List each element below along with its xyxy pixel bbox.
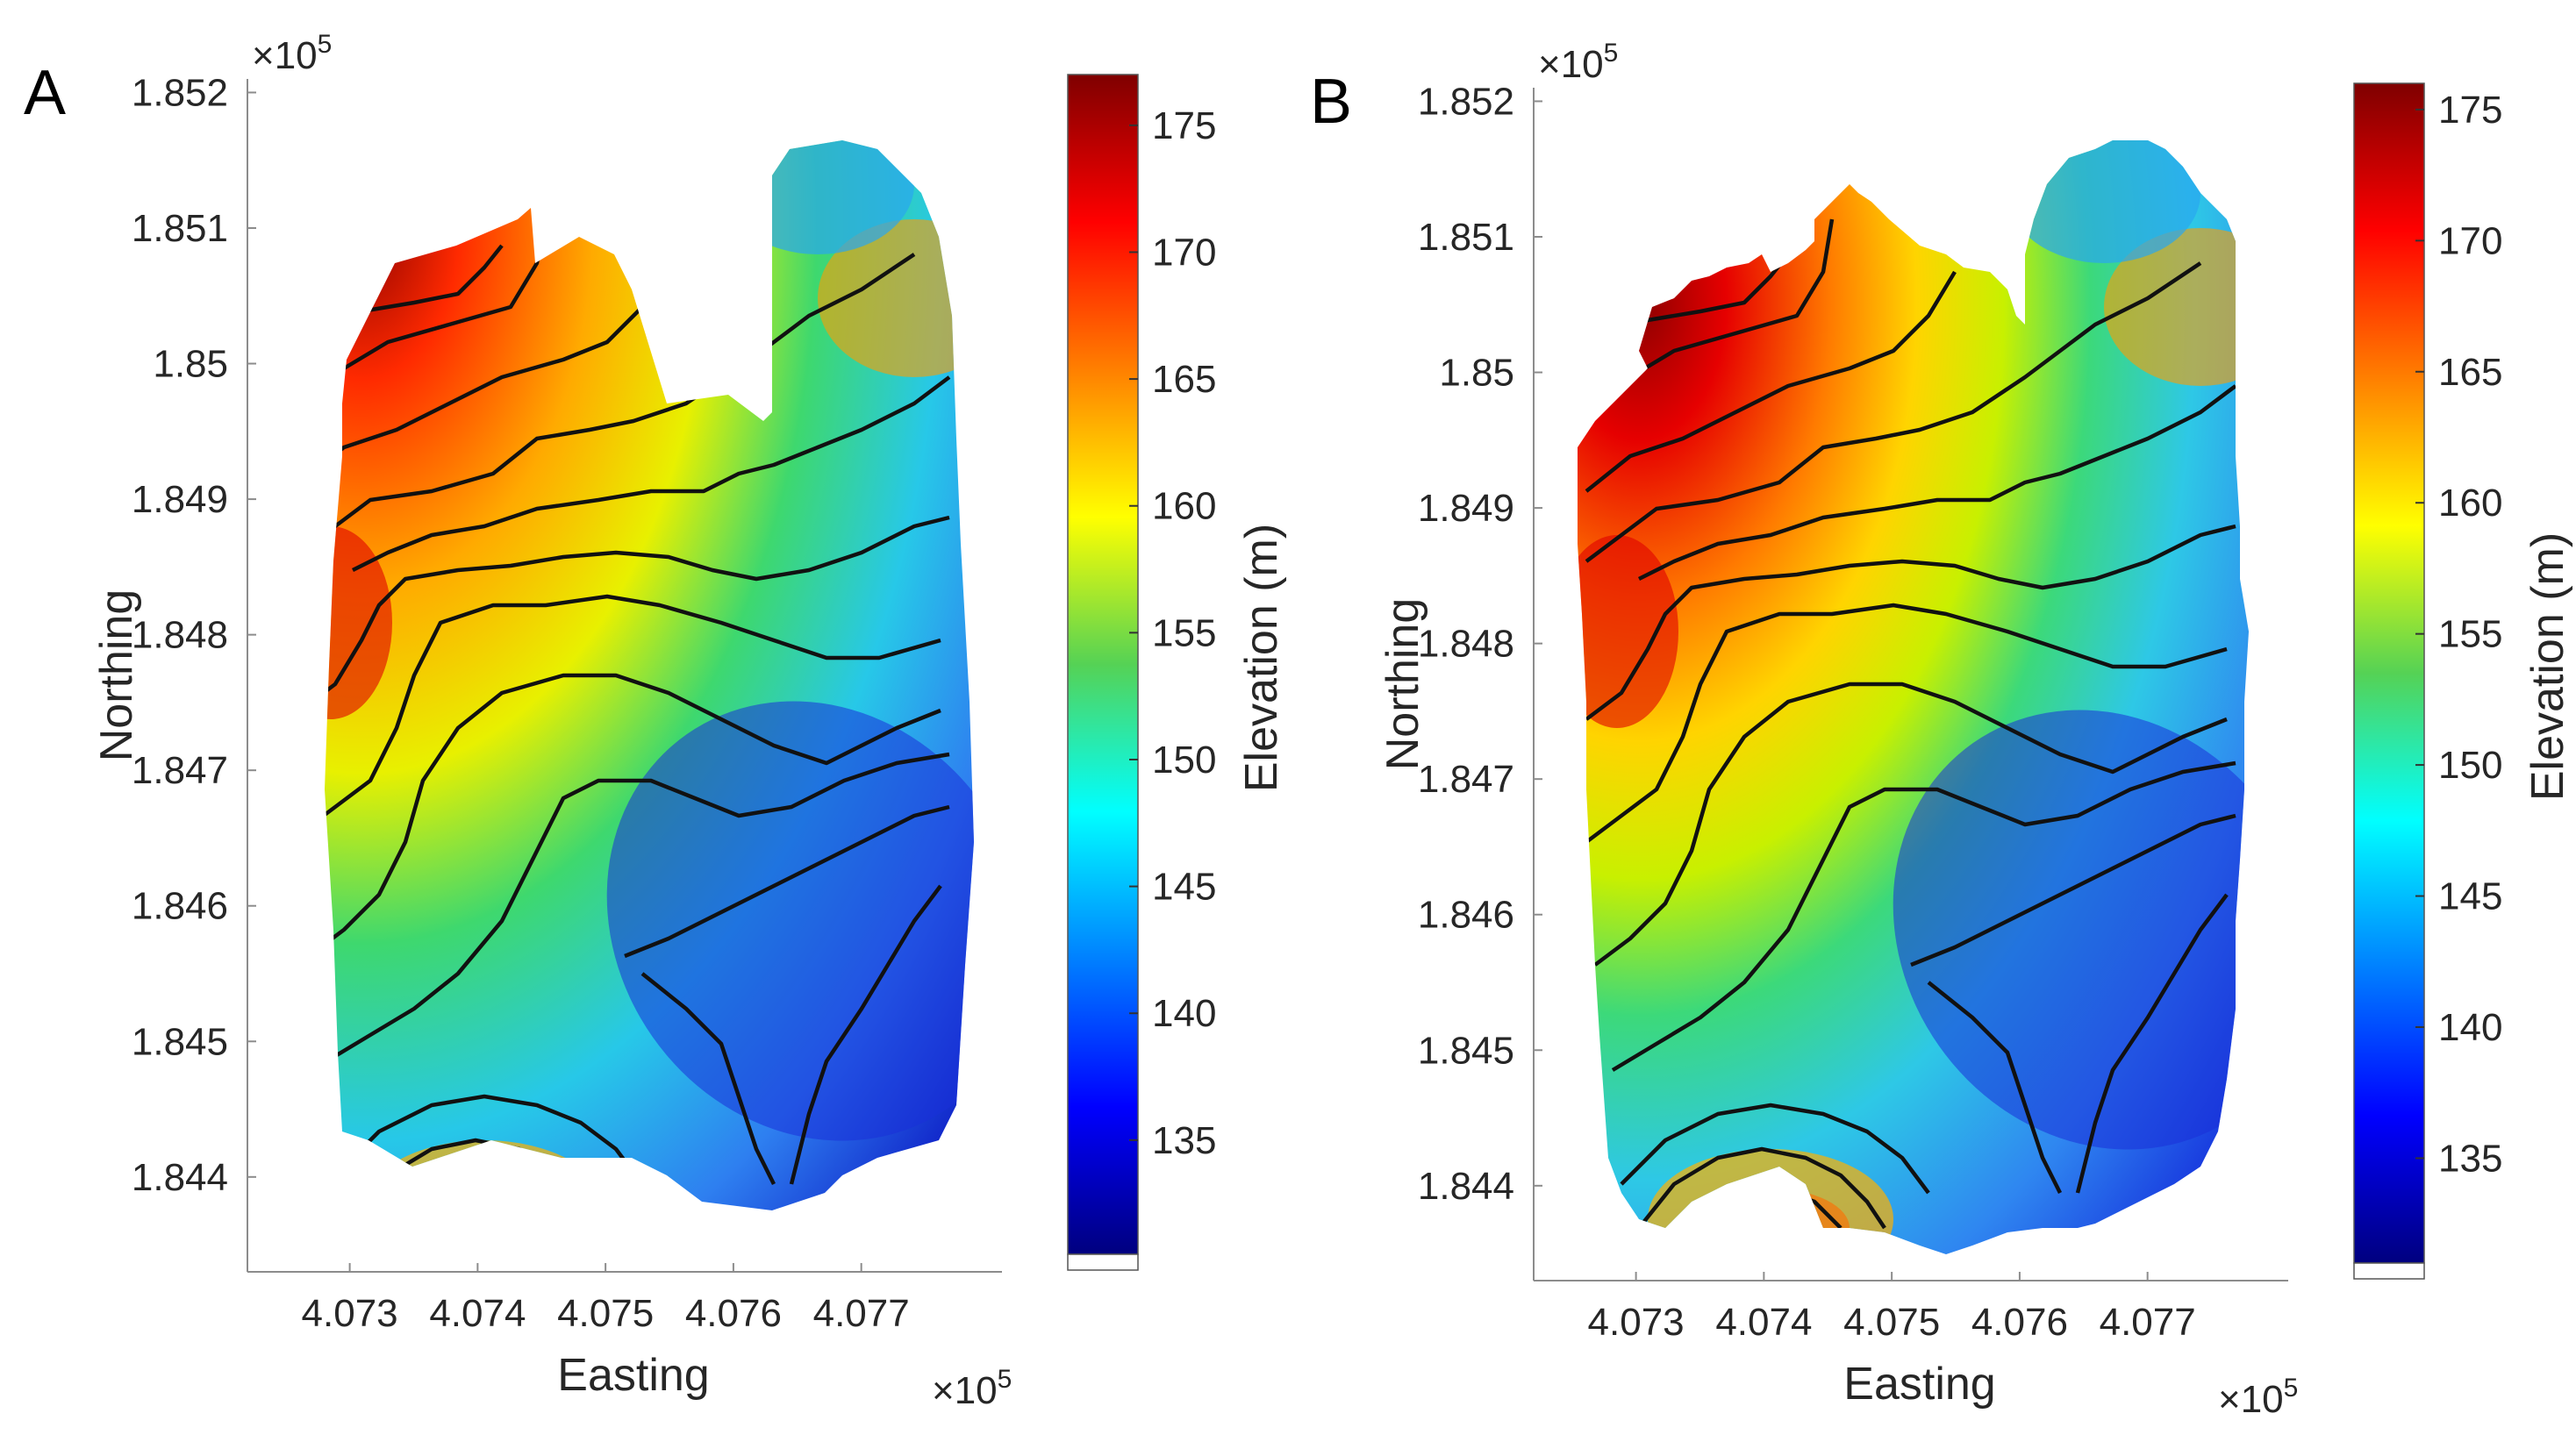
colorbar-tick-label: 135 bbox=[1152, 1119, 1216, 1162]
colorbar-nan-swatch bbox=[1067, 1253, 1139, 1271]
x-tick-label: 4.073 bbox=[1588, 1301, 1685, 1344]
colorbar-tick-label: 165 bbox=[1152, 358, 1216, 401]
colorbar-tick-label: 155 bbox=[1152, 611, 1216, 654]
colorbar bbox=[1067, 74, 1139, 1255]
colorbar-tick-label: 135 bbox=[2438, 1137, 2502, 1180]
contour-line bbox=[351, 375, 951, 573]
colorbar-nan-swatch bbox=[2353, 1262, 2425, 1280]
contour-line bbox=[333, 1094, 644, 1186]
contour-line bbox=[1637, 1146, 1886, 1230]
contour-line bbox=[1910, 813, 2236, 967]
contour-line bbox=[1637, 384, 2237, 582]
colorbar-tick-label: 160 bbox=[1152, 485, 1216, 528]
x-tick-label: 4.075 bbox=[557, 1292, 654, 1335]
y-tick-label: 1.847 bbox=[132, 749, 228, 792]
colorbar-tick-label: 170 bbox=[1152, 231, 1216, 274]
contour-line bbox=[325, 515, 950, 712]
y-tick-label: 1.848 bbox=[132, 614, 228, 657]
contour-line bbox=[1927, 981, 2063, 1195]
colorbar-tick-label: 140 bbox=[2438, 1006, 2502, 1049]
contour-line bbox=[1585, 603, 2228, 844]
y-axis-label: Northing bbox=[1377, 598, 1428, 771]
y-tick-label: 1.844 bbox=[1418, 1165, 1514, 1208]
colorbar bbox=[2353, 82, 2425, 1264]
colorbar-tick-label: 175 bbox=[1152, 104, 1216, 147]
colorbar-tick-label: 175 bbox=[2438, 89, 2502, 132]
contour-line bbox=[2075, 893, 2229, 1194]
y-tick-label: 1.845 bbox=[1418, 1029, 1514, 1072]
y-tick-label: 1.852 bbox=[1418, 80, 1514, 123]
contour-line bbox=[325, 594, 941, 835]
elevation-surface bbox=[325, 140, 974, 1210]
y-tick-label: 1.849 bbox=[1418, 487, 1514, 530]
colorbar-tick-label: 160 bbox=[2438, 482, 2502, 525]
y-tick-label: 1.85 bbox=[153, 343, 228, 386]
colorbar-tick-label: 145 bbox=[1152, 866, 1216, 909]
x-exponent-label: ×105 bbox=[932, 1365, 1012, 1412]
colorbar-tick-label: 145 bbox=[2438, 875, 2502, 918]
colorbar-tick-label: 150 bbox=[1152, 739, 1216, 782]
y-tick-label: 1.851 bbox=[132, 207, 228, 250]
x-exponent-label: ×105 bbox=[2218, 1374, 2298, 1421]
contour-line bbox=[325, 261, 670, 484]
x-tick-label: 4.075 bbox=[1843, 1301, 1940, 1344]
contour-line bbox=[386, 1177, 556, 1210]
x-tick-label: 4.077 bbox=[813, 1292, 910, 1335]
contour-line bbox=[1620, 1103, 1930, 1195]
contour-line bbox=[1585, 270, 1957, 493]
panel-b: 1.852 1.851 1.85 1.849 1.848 1.847 1.846 1.845 1… bbox=[1310, 39, 2573, 1421]
y-tick-label: 1.849 bbox=[132, 478, 228, 521]
y-exponent-label: ×105 bbox=[252, 30, 332, 77]
y-tick-label: 1.851 bbox=[1418, 216, 1514, 259]
y-tick-label: 1.844 bbox=[132, 1156, 228, 1199]
contour-line bbox=[325, 752, 950, 1063]
panel-letter: B bbox=[1310, 67, 1352, 137]
contour-line bbox=[640, 972, 776, 1186]
colorbar-tick-label: 165 bbox=[2438, 351, 2502, 394]
colorbar-tick-label: 150 bbox=[2438, 744, 2502, 787]
y-tick-label: 1.848 bbox=[1418, 623, 1514, 666]
y-tick-label: 1.852 bbox=[132, 71, 228, 114]
contour-line bbox=[624, 804, 950, 959]
x-tick-label: 4.077 bbox=[2100, 1301, 2196, 1344]
contour-line bbox=[325, 253, 916, 554]
x-tick-label: 4.074 bbox=[429, 1292, 526, 1335]
contour-line bbox=[1611, 760, 2236, 1072]
y-tick-label: 1.847 bbox=[1418, 758, 1514, 801]
contour-line bbox=[789, 884, 942, 1185]
y-tick-label: 1.85 bbox=[1439, 352, 1514, 395]
x-tick-label: 4.073 bbox=[302, 1292, 398, 1335]
elevation-surface bbox=[1578, 140, 2249, 1254]
x-axis-label: Easting bbox=[557, 1350, 709, 1401]
panel-letter: A bbox=[24, 58, 66, 128]
x-tick-label: 4.076 bbox=[1971, 1301, 2068, 1344]
y-exponent-label: ×105 bbox=[1538, 39, 1618, 86]
colorbar-tick-label: 140 bbox=[1152, 992, 1216, 1035]
colorbar-tick-label: 170 bbox=[2438, 219, 2502, 262]
y-tick-label: 1.845 bbox=[132, 1020, 228, 1063]
x-tick-label: 4.074 bbox=[1715, 1301, 1812, 1344]
colorbar-label: Elevation (m) bbox=[2522, 532, 2573, 801]
x-axis-label: Easting bbox=[1843, 1359, 1995, 1410]
panel-a: 1.852 1.851 1.85 1.849 1.848 1.847 1.846 1.845 1… bbox=[24, 30, 1287, 1412]
contour-line bbox=[1585, 524, 2236, 721]
x-tick-label: 4.076 bbox=[685, 1292, 782, 1335]
contour-line bbox=[1593, 682, 2228, 967]
colorbar-tick-label: 155 bbox=[2438, 613, 2502, 656]
y-tick-label: 1.846 bbox=[132, 885, 228, 928]
contour-line bbox=[1585, 261, 2202, 563]
contour-line bbox=[325, 673, 941, 958]
y-tick-label: 1.846 bbox=[1418, 894, 1514, 937]
colorbar-label: Elevation (m) bbox=[1236, 524, 1287, 792]
y-axis-label: Northing bbox=[91, 589, 142, 762]
